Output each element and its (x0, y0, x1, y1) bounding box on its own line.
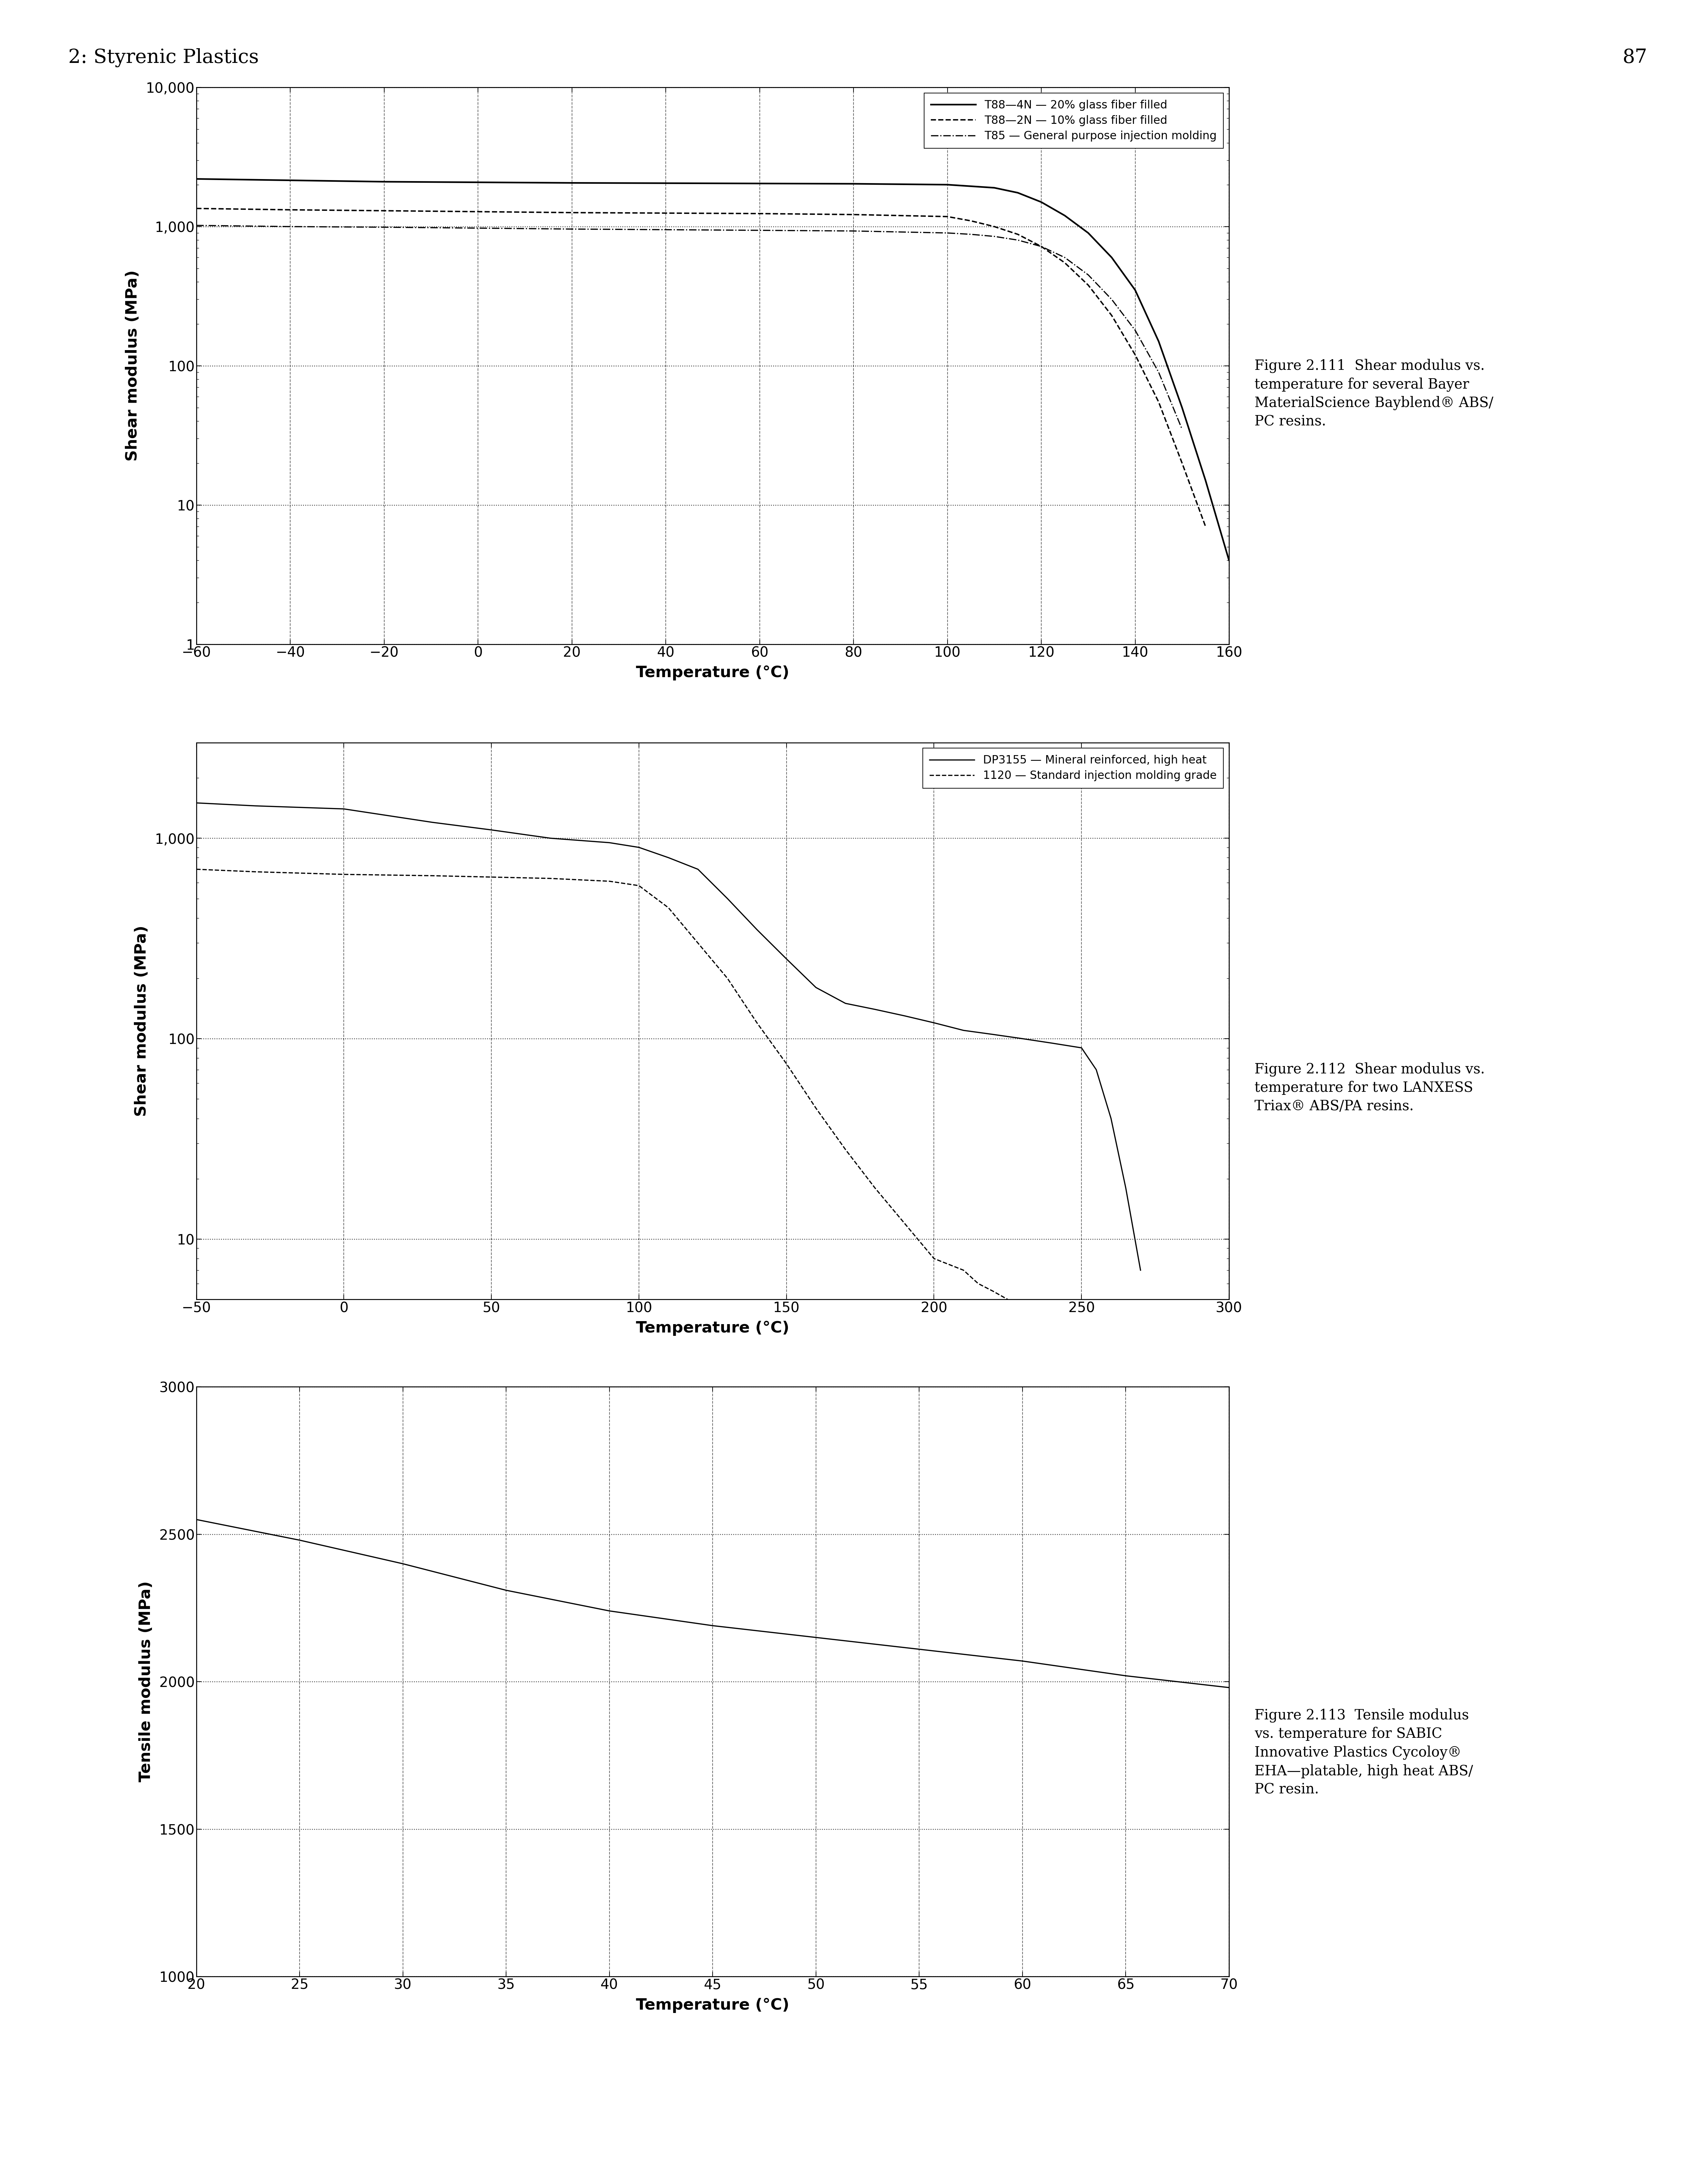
Text: Figure 2.113  Tensile modulus
vs. temperature for SABIC
Innovative Plastics Cyco: Figure 2.113 Tensile modulus vs. tempera… (1255, 1708, 1473, 1797)
X-axis label: Temperature (°C): Temperature (°C) (637, 1998, 789, 2014)
Y-axis label: Shear modulus (MPa): Shear modulus (MPa) (135, 926, 149, 1116)
Text: Figure 2.111  Shear modulus vs.
temperature for several Bayer
MaterialScience Ba: Figure 2.111 Shear modulus vs. temperatu… (1255, 358, 1494, 428)
Y-axis label: Tensile modulus (MPa): Tensile modulus (MPa) (138, 1581, 154, 1782)
X-axis label: Temperature (°C): Temperature (°C) (637, 666, 789, 681)
X-axis label: Temperature (°C): Temperature (°C) (637, 1321, 789, 1337)
Legend: T88—4N — 20% glass fiber filled, T88—2N — 10% glass fiber filled, T85 — General : T88—4N — 20% glass fiber filled, T88—2N … (923, 94, 1224, 149)
Y-axis label: Shear modulus (MPa): Shear modulus (MPa) (125, 271, 140, 461)
Text: 87: 87 (1622, 48, 1647, 68)
Text: Figure 2.112  Shear modulus vs.
temperature for two LANXESS
Triax® ABS/PA resins: Figure 2.112 Shear modulus vs. temperatu… (1255, 1061, 1485, 1114)
Legend: DP3155 — Mineral reinforced, high heat, 1120 — Standard injection molding grade: DP3155 — Mineral reinforced, high heat, … (923, 749, 1224, 788)
Text: 2: Styrenic Plastics: 2: Styrenic Plastics (68, 48, 259, 68)
